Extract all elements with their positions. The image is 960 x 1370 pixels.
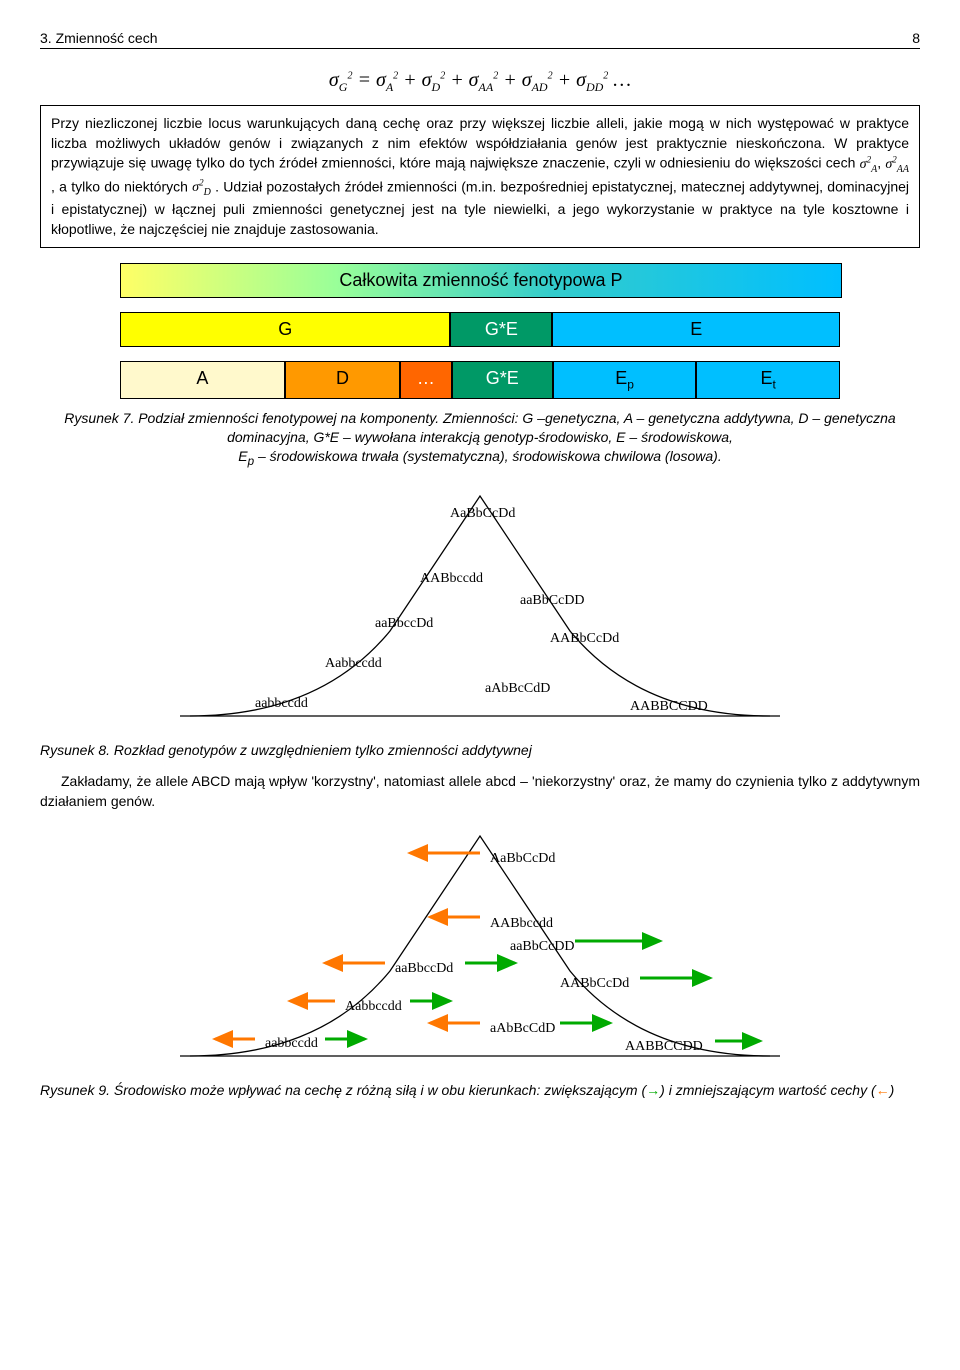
cell-GE2: G*E: [452, 361, 553, 399]
box-text-1: Przy niezliczonej liczbie locus warunkuj…: [51, 115, 909, 171]
variance-equation: σG2 = σA2 + σD2 + σAA2 + σAD2 + σDD2 …: [40, 69, 920, 95]
diagram-7: Całkowita zmienność fenotypowa P G G*E E…: [120, 263, 840, 399]
genotype-label: aaBbccDd: [395, 961, 453, 977]
box-text-mid: , a tylko do niektórych: [51, 178, 192, 194]
section-title: 3. Zmienność cech: [40, 30, 158, 46]
genotype-label: aAbBcCdD: [485, 681, 550, 697]
genotype-label: Aabbccdd: [325, 656, 382, 672]
paragraph-assumption: Zakładamy, że allele ABCD mają wpływ 'ko…: [40, 772, 920, 811]
cell-E: E: [552, 312, 840, 347]
genotype-label: AaBbCcDd: [450, 506, 515, 522]
cell-GE: G*E: [450, 312, 552, 347]
genotype-label: AABbccdd: [420, 571, 483, 587]
cell-D: D: [285, 361, 400, 399]
bar-row-3: A D … G*E Ep Et: [120, 361, 840, 399]
page-header: 3. Zmienność cech 8: [40, 30, 920, 49]
genotype-label: AaBbCcDd: [490, 851, 555, 867]
cell-G: G: [120, 312, 450, 347]
caption-9: Rysunek 9. Środowisko może wpływać na ce…: [40, 1081, 920, 1100]
genotype-label: aaBbccDd: [375, 616, 433, 632]
caption-7: Rysunek 7. Podział zmienności fenotypowe…: [40, 409, 920, 469]
explanation-box: Przy niezliczonej liczbie locus warunkuj…: [40, 105, 920, 248]
cell-dots: …: [400, 361, 452, 399]
bell-curve-9: [120, 821, 840, 1071]
sigma-A: σ2A: [860, 157, 878, 172]
genotype-label: aAbBcCdD: [490, 1021, 555, 1037]
cell-Ep: Ep: [553, 361, 697, 399]
genotype-label: aabbccdd: [255, 696, 308, 712]
genotype-label: AABbCcDd: [560, 976, 629, 992]
page-number: 8: [912, 30, 920, 46]
genotype-label: AABbCcDd: [550, 631, 619, 647]
genotype-label: aaBbCcDD: [520, 593, 585, 609]
genotype-label: aabbccdd: [265, 1036, 318, 1052]
cell-A: A: [120, 361, 285, 399]
bar-row-2: G G*E E: [120, 312, 840, 347]
genotype-label: AABbccdd: [490, 916, 553, 932]
sigma-AA: σ2AA: [885, 157, 909, 172]
genotype-label: Aabbccdd: [345, 999, 402, 1015]
figure-8: AaBbCcDd AABbccdd aaBbCcDD aaBbccDd AABbCcDd…: [120, 481, 840, 731]
sigma-D: σ2D: [192, 180, 211, 195]
cell-Et: Et: [696, 361, 840, 399]
genotype-label: AABBCCDD: [630, 699, 708, 715]
genotype-label: aaBbCcDD: [510, 939, 575, 955]
caption-8: Rysunek 8. Rozkład genotypów z uwzględni…: [40, 741, 920, 760]
figure-9: AaBbCcDd AABbccdd aaBbCcDD aaBbccDd AABbCcDd…: [120, 821, 840, 1071]
genotype-label: AABBCCDD: [625, 1039, 703, 1055]
bar-title: Całkowita zmienność fenotypowa P: [120, 263, 842, 298]
